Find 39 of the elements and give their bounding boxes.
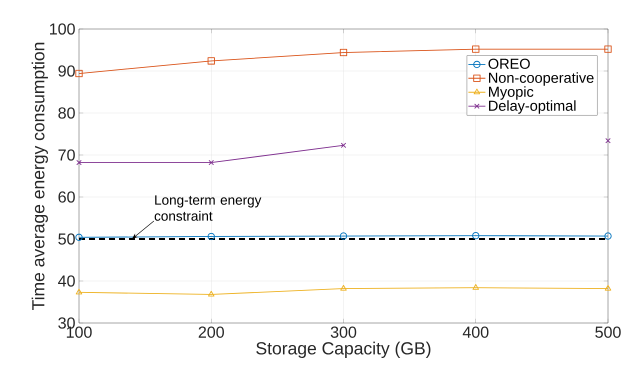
x-tick-label: 300 bbox=[330, 326, 356, 338]
point bbox=[604, 46, 612, 53]
point bbox=[75, 234, 83, 241]
point bbox=[472, 232, 480, 240]
y-tick-label: 90 bbox=[58, 65, 75, 77]
point bbox=[472, 46, 480, 53]
point bbox=[75, 70, 83, 78]
x-tick-label: 100 bbox=[66, 326, 92, 338]
x-axis-title: Storage Capacity (GB) bbox=[256, 342, 430, 358]
x-tick-label: 200 bbox=[198, 326, 224, 338]
point bbox=[208, 160, 214, 166]
y-tick-label: 60 bbox=[58, 191, 75, 203]
annotation: Long-term energy constraint bbox=[154, 195, 262, 221]
x-tick-label: 500 bbox=[595, 326, 621, 338]
y-tick-label: 40 bbox=[58, 275, 75, 287]
point bbox=[340, 232, 348, 240]
point bbox=[605, 138, 611, 144]
y-tick-label: 50 bbox=[58, 233, 75, 245]
y-tick-label: 30 bbox=[58, 317, 75, 329]
point bbox=[208, 57, 215, 65]
legend-label: Delay-optimal bbox=[489, 100, 576, 114]
y-axis-title: Time average energy consumption bbox=[32, 42, 48, 310]
point bbox=[604, 284, 612, 291]
point bbox=[340, 142, 346, 148]
point bbox=[76, 160, 82, 166]
legend-label: Myopic bbox=[489, 86, 534, 100]
point bbox=[472, 284, 479, 290]
legend-label: Non-cooperative bbox=[489, 72, 594, 86]
point bbox=[208, 290, 214, 296]
y-tick-label: 70 bbox=[58, 149, 75, 161]
y-tick-label: 80 bbox=[58, 107, 75, 119]
x-tick-label: 400 bbox=[462, 326, 488, 338]
point bbox=[340, 284, 347, 291]
point bbox=[208, 232, 215, 240]
y-tick-label: 100 bbox=[50, 23, 75, 35]
point bbox=[340, 48, 348, 56]
point bbox=[76, 288, 82, 294]
legend-label: OREO bbox=[488, 58, 530, 69]
point bbox=[604, 232, 612, 240]
